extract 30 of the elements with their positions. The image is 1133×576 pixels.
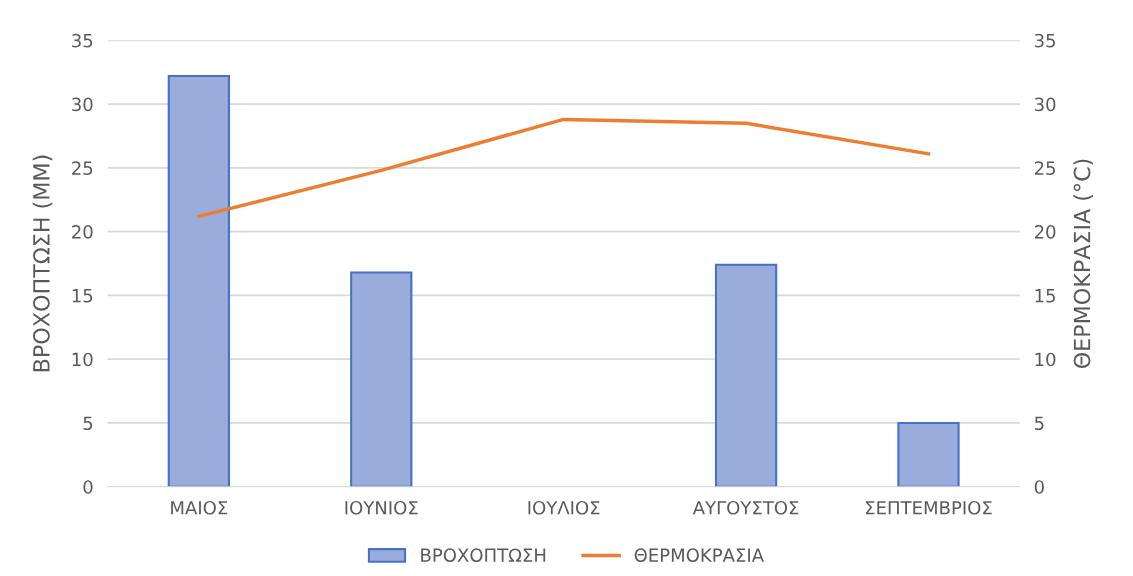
x-tick-label: ΙΟΥΛΙΟΣ <box>528 500 600 515</box>
line-series <box>197 117 931 219</box>
y-tick-label: 30 <box>72 97 93 112</box>
x-tick-label: ΣΕΠΤΕΜΒΡΙΟΣ <box>865 500 992 515</box>
y-tick-label: 0 <box>83 480 93 494</box>
y-tick-label: 20 <box>72 225 93 239</box>
y-tick-label: 5 <box>83 416 93 431</box>
x-tick-label: ΑΥΓΟΥΣΤΟΣ <box>692 500 799 515</box>
y2-tick-label: 35 <box>1034 33 1055 48</box>
legend-label: ΘΕΡΜΟΚΡΑΣΙΑ <box>634 548 764 563</box>
y-tick-label: 35 <box>72 33 93 48</box>
y2-tick-label: 25 <box>1034 161 1055 175</box>
y-axis-title: ΒΡΟΧΟΠΤΩΣΗ (MM) <box>32 155 53 372</box>
y2-tick-label: 5 <box>1034 416 1044 431</box>
y2-axis-title: ΘΕΡΜΟΚΡΑΣΙΑ (°C) <box>1073 159 1094 369</box>
bar <box>167 74 230 487</box>
y2-tick-label: 15 <box>1035 289 1055 303</box>
y2-tick-label: 20 <box>1034 225 1056 239</box>
y2-tick-label: 10 <box>1035 352 1056 367</box>
y-tick-label: 15 <box>72 289 93 303</box>
y2-tick-label: 30 <box>1034 97 1056 112</box>
x-tick-label: ΙΟΥΝΙΟΣ <box>345 500 418 515</box>
legend-label: ΒΡΟΧΟΠΤΩΣΗ <box>421 548 546 563</box>
bar <box>897 421 960 487</box>
bar <box>350 271 413 487</box>
y-tick-label: 10 <box>72 352 93 367</box>
y2-tick-label: 0 <box>1034 480 1044 494</box>
x-tick-label: ΜΑΙΟΣ <box>171 500 228 515</box>
y-tick-label: 25 <box>72 161 93 175</box>
bar <box>714 263 778 487</box>
